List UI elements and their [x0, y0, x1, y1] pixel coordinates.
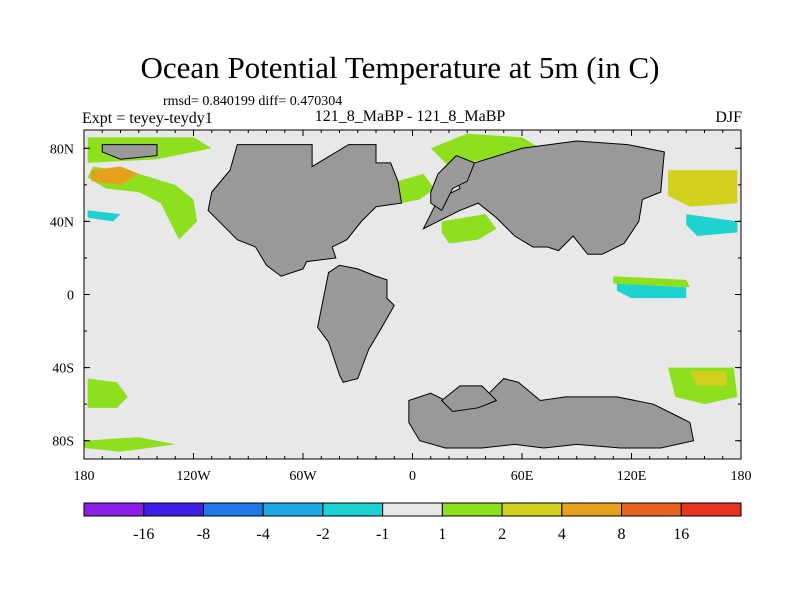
colorbar-swatch	[441, 502, 503, 517]
anomaly-southern-ocean-orange	[689, 371, 727, 386]
anomaly-north-pacific-warm	[87, 166, 198, 240]
x-tick-label: 60E	[511, 469, 534, 484]
colorbar-swatch	[322, 502, 384, 517]
season-label: DJF	[715, 109, 742, 126]
anomaly-southern-ocean-warm-w	[87, 378, 128, 408]
y-tick-label: 0	[67, 289, 74, 304]
y-tick-label: 80S	[52, 435, 74, 450]
x-tick-label: 180	[74, 469, 95, 484]
x-tick-label: 0	[409, 469, 416, 484]
y-tick-label: 80N	[50, 142, 74, 157]
colorbar-label: -2	[316, 526, 329, 543]
colorbar-swatch	[382, 502, 443, 517]
anomaly-nw-pacific-cold	[87, 210, 121, 222]
land-arctic-island	[101, 144, 158, 160]
colorbar-label: 2	[498, 526, 506, 543]
x-tick-label: 180	[731, 469, 752, 484]
experiment-label: Expt = teyey-teydy1	[82, 110, 213, 127]
land-europe-west	[430, 155, 476, 212]
colorbar-label: -16	[133, 526, 154, 543]
anomaly-mediterranean-warm	[441, 214, 497, 244]
x-tick-label: 120E	[617, 469, 647, 484]
colorbar-swatch	[621, 502, 682, 517]
colorbar-swatch	[262, 502, 324, 517]
colorbar-swatch	[143, 502, 204, 517]
colorbar-swatch	[561, 502, 623, 517]
colorbar-swatch	[680, 502, 742, 517]
anomaly-equatorial-pacific-cold	[616, 283, 687, 299]
colorbar-swatch	[202, 502, 264, 517]
colorbar-label: 16	[673, 526, 689, 543]
anomaly-bering-orange	[91, 166, 139, 185]
anomaly-greenland-sea-warm	[397, 173, 435, 204]
colorbar-label: 1	[438, 526, 446, 543]
anomaly-pacific-east-warm	[668, 170, 738, 207]
map-layer	[84, 130, 741, 459]
colorbar-label: 8	[618, 526, 626, 543]
colorbar: -16 -8 -4 -2 -1 1 2 4 8 16	[83, 502, 742, 543]
colorbar-label: -4	[257, 526, 270, 543]
x-tick-label: 120W	[176, 469, 211, 484]
x-tick-label: 60W	[289, 469, 317, 484]
y-tick-label: 40N	[50, 215, 74, 230]
land-south-america	[317, 264, 395, 383]
chart-title: Ocean Potential Temperature at 5m (in C)	[140, 50, 660, 85]
colorbar-swatch	[501, 502, 563, 517]
anomaly-kuroshio-cold	[686, 214, 738, 237]
colorbar-label: 4	[558, 526, 566, 543]
land-north-america	[207, 144, 403, 277]
land-antarctic-peninsula	[440, 385, 498, 413]
anomaly-equatorial-pacific-warm	[613, 276, 690, 288]
colorbar-label: -1	[376, 526, 389, 543]
case-label: 121_8_MaBP - 121_8_MaBP	[314, 108, 506, 125]
y-tick-label: 40S	[52, 362, 74, 377]
anomaly-antarctic-coast-warm	[84, 437, 176, 452]
colorbar-label: -8	[197, 526, 210, 543]
axis-layer: 180 120W 60W 0 60E 120E 180 80N 40N 0 40S 80S	[50, 129, 752, 484]
stats-label: rmsd= 0.840199 diff= 0.470304	[163, 94, 343, 109]
colorbar-swatch	[83, 502, 145, 517]
